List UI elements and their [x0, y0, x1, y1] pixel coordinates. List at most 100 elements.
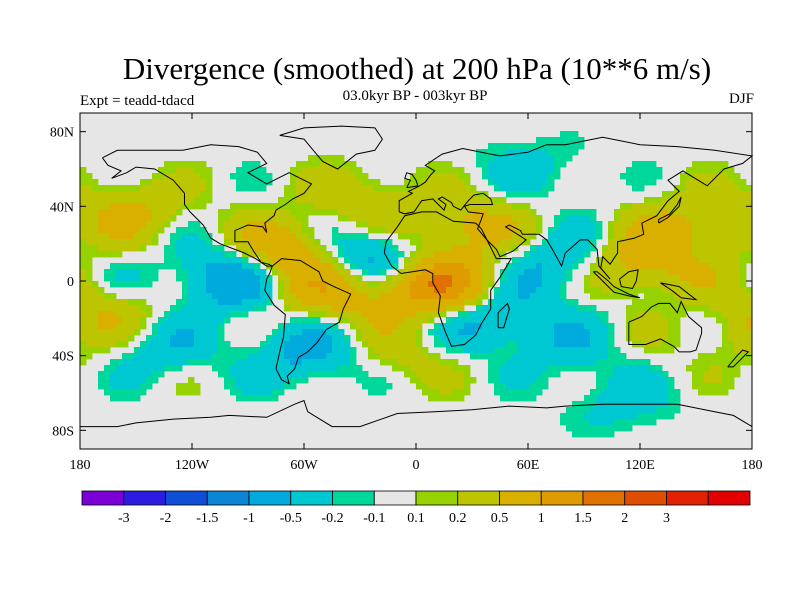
field-cell	[284, 341, 291, 348]
field-cell	[140, 197, 147, 204]
field-cell	[656, 251, 663, 258]
field-cell	[458, 227, 465, 234]
field-cell	[374, 299, 381, 306]
field-cell	[272, 371, 279, 378]
field-cell	[416, 287, 423, 294]
field-cell	[434, 191, 441, 198]
field-cell	[428, 233, 435, 240]
field-cell	[458, 257, 465, 264]
field-cell	[356, 209, 363, 216]
field-cell	[398, 233, 405, 240]
field-cell	[188, 281, 195, 288]
field-cell	[488, 311, 495, 318]
field-cell	[398, 293, 405, 300]
field-cell	[254, 227, 261, 234]
field-cell	[212, 299, 219, 306]
field-cell	[248, 269, 255, 276]
field-cell	[176, 263, 183, 270]
field-cell	[686, 221, 693, 228]
field-cell	[500, 389, 507, 396]
field-cell	[734, 335, 741, 342]
field-cell	[116, 341, 123, 348]
field-cell	[266, 299, 273, 306]
field-cell	[158, 371, 165, 378]
field-cell	[92, 287, 99, 294]
field-cell	[626, 221, 633, 228]
field-cell	[536, 287, 543, 294]
field-cell	[368, 335, 375, 342]
field-cell	[608, 395, 615, 402]
field-cell	[98, 371, 105, 378]
field-cell	[176, 257, 183, 264]
field-cell	[470, 299, 477, 306]
field-cell	[608, 269, 615, 276]
field-cell	[128, 233, 135, 240]
field-cell	[482, 215, 489, 222]
field-cell	[614, 413, 621, 420]
field-cell	[632, 407, 639, 414]
field-cell	[614, 359, 621, 366]
field-cell	[650, 287, 657, 294]
field-cell	[662, 203, 669, 210]
field-cell	[326, 293, 333, 300]
field-cell	[422, 185, 429, 192]
field-cell	[626, 227, 633, 234]
field-cell	[104, 215, 111, 222]
field-cell	[410, 299, 417, 306]
field-cell	[584, 275, 591, 282]
field-cell	[662, 341, 669, 348]
field-cell	[518, 371, 525, 378]
field-cell	[566, 221, 573, 228]
field-cell	[656, 245, 663, 252]
field-cell	[404, 371, 411, 378]
field-cell	[614, 257, 621, 264]
field-cell	[122, 377, 129, 384]
field-cell	[518, 311, 525, 318]
field-cell	[542, 371, 549, 378]
field-cell	[464, 383, 471, 390]
field-cell	[440, 395, 447, 402]
field-cell	[116, 191, 123, 198]
field-cell	[500, 167, 507, 174]
field-cell	[728, 335, 735, 342]
field-cell	[308, 239, 315, 246]
field-cell	[260, 395, 267, 402]
field-cell	[740, 311, 747, 318]
field-cell	[602, 389, 609, 396]
field-cell	[332, 263, 339, 270]
field-cell	[560, 335, 567, 342]
field-cell	[686, 215, 693, 222]
field-cell	[146, 353, 153, 360]
field-cell	[524, 317, 531, 324]
field-cell	[428, 239, 435, 246]
field-cell	[584, 305, 591, 312]
field-cell	[716, 281, 723, 288]
field-cell	[290, 317, 297, 324]
coastlines	[80, 125, 754, 428]
field-cell	[194, 179, 201, 186]
field-cell	[662, 269, 669, 276]
field-cell	[458, 173, 465, 180]
field-cell	[740, 197, 747, 204]
field-cell	[704, 239, 711, 246]
field-cell	[464, 185, 471, 192]
field-cell	[458, 185, 465, 192]
field-cell	[668, 311, 675, 318]
field-cell	[182, 251, 189, 258]
field-cell	[254, 389, 261, 396]
field-cell	[722, 317, 729, 324]
field-cell	[362, 311, 369, 318]
field-cell	[578, 311, 585, 318]
field-cell	[110, 185, 117, 192]
field-cell	[548, 251, 555, 258]
field-cell	[152, 365, 159, 372]
field-cell	[302, 209, 309, 216]
field-cell	[122, 191, 129, 198]
field-cell	[722, 167, 729, 174]
field-cell	[734, 221, 741, 228]
field-cell	[572, 401, 579, 408]
field-cell	[740, 317, 747, 324]
field-cell	[536, 341, 543, 348]
field-cell	[206, 335, 213, 342]
field-cell	[716, 311, 723, 318]
